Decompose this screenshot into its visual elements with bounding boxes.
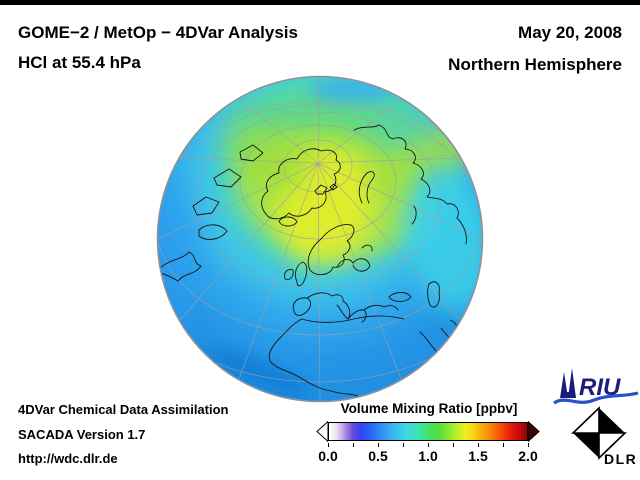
dlr-logo-text: DLR [604, 451, 637, 467]
footer-version-label: SACADA Version 1.7 [18, 427, 146, 442]
colorbar-tick [528, 443, 529, 447]
riu-wave-icon [553, 391, 639, 405]
colorbar-label-4: 2.0 [518, 448, 538, 464]
colorbar-right-arrow [528, 421, 540, 442]
figure-date: May 20, 2008 [518, 23, 622, 42]
colorbar-tick [428, 443, 429, 447]
colorbar-left-arrow-shape [316, 421, 328, 442]
colorbar-label-2: 1.0 [418, 448, 438, 464]
dlr-logo: DLR [571, 406, 637, 467]
figure-region: Northern Hemisphere [448, 55, 622, 74]
globe-rim [156, 75, 484, 403]
colorbar-tick [478, 443, 479, 447]
footer-assimilation-label: 4DVar Chemical Data Assimilation [18, 402, 229, 417]
riu-cathedral-icon [560, 368, 576, 398]
figure-title: GOME−2 / MetOp − 4DVar Analysis [18, 23, 298, 42]
colorbar-tick [453, 443, 454, 447]
colorbar-gradient [328, 422, 528, 441]
colorbar-tick [503, 443, 504, 447]
figure-subtitle-level: HCl at 55.4 hPa [18, 53, 141, 72]
footer-url: http://wdc.dlr.de [18, 451, 118, 466]
colorbar-tick [328, 443, 329, 447]
hcl-green-arm-left [223, 123, 309, 193]
hcl-left-limb-blue [158, 194, 198, 330]
hcl-top-blue-patch [310, 77, 394, 103]
colorbar-tick [378, 443, 379, 447]
top-black-bar [0, 0, 640, 5]
colorbar-left-arrow [316, 421, 328, 442]
colorbar-right-arrow-shape [528, 421, 540, 442]
colorbar-tick [403, 443, 404, 447]
hcl-bottom-dark-streak [205, 348, 311, 396]
dlr-arrow-icon [571, 406, 627, 460]
riu-logo: RIU [553, 368, 639, 405]
colorbar-label-0: 0.0 [318, 448, 338, 464]
coastlines [159, 124, 467, 398]
colorbar-label-1: 0.5 [368, 448, 388, 464]
hcl-cyan-wedge [404, 166, 482, 314]
colorbar-tick [353, 443, 354, 447]
colorbar-label-3: 1.5 [468, 448, 488, 464]
colorbar-title: Volume Mixing Ratio [ppbv] [340, 401, 518, 416]
